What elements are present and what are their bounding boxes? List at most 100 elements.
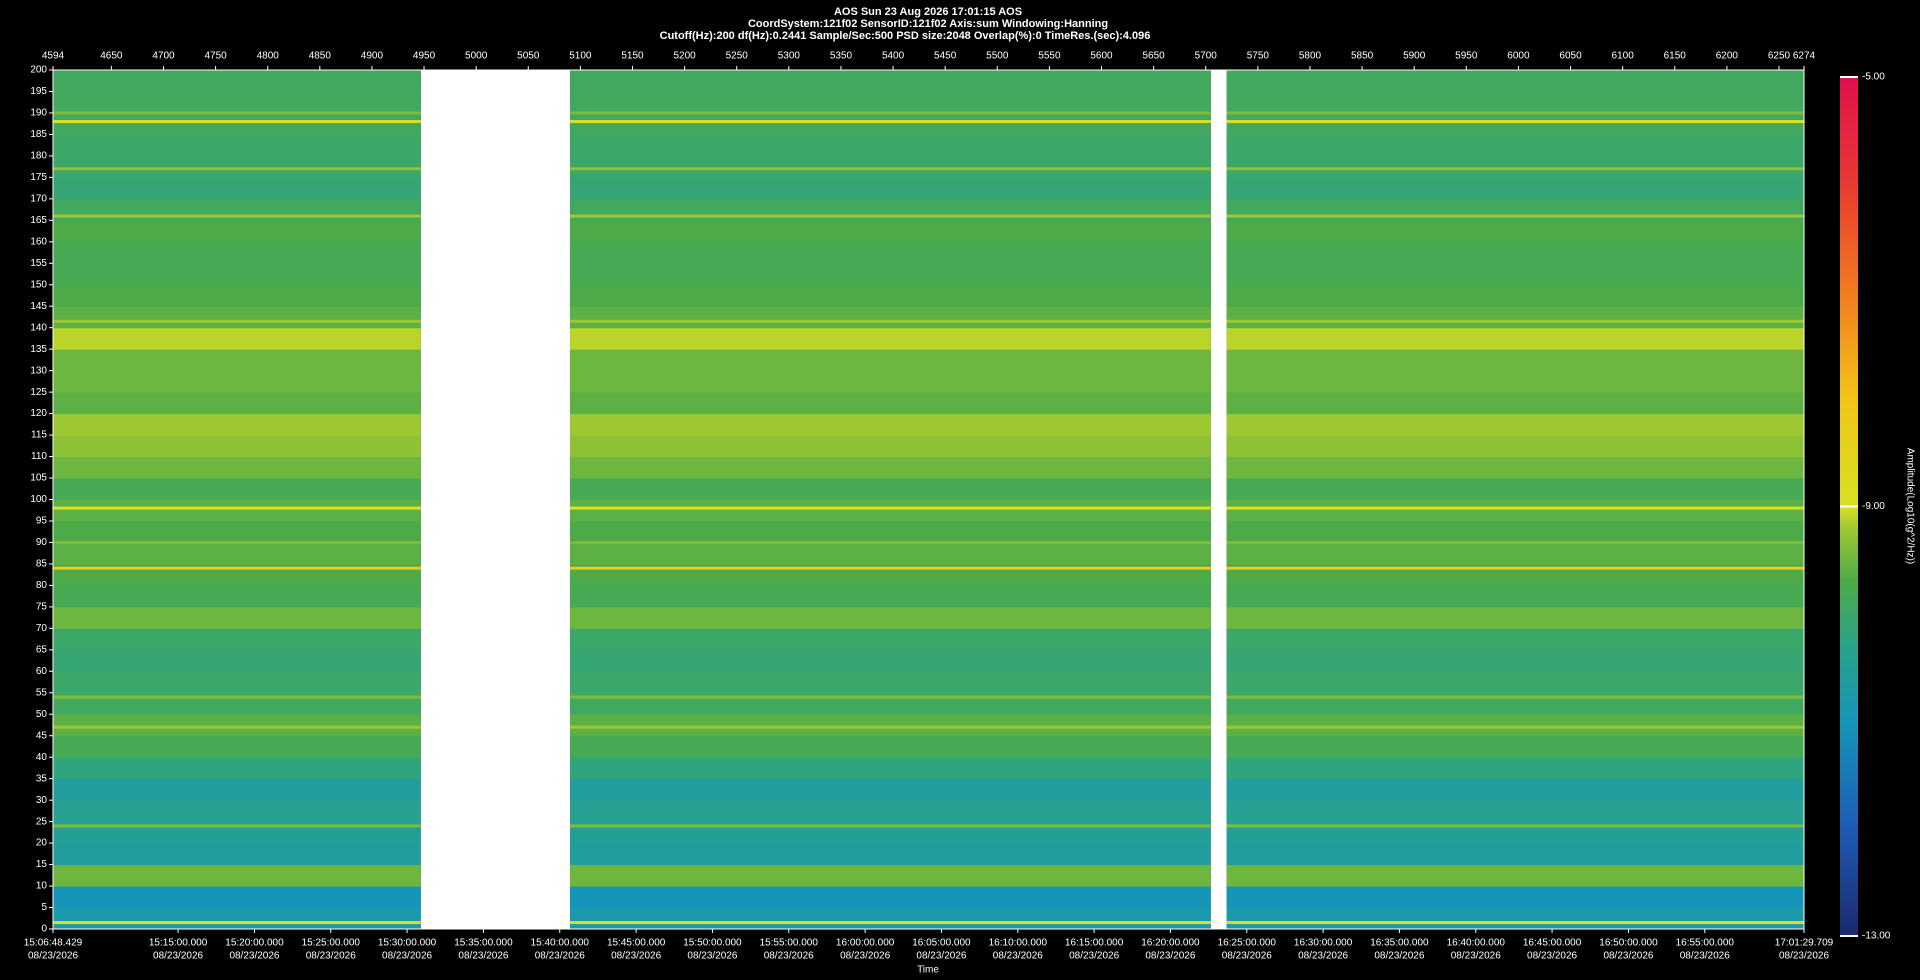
spectrum-cell: [569, 220, 1211, 243]
x-tick-date: 08/23/2026: [611, 951, 661, 962]
spectrum-cell: [1226, 112, 1804, 135]
spectrum-cell: [1226, 349, 1804, 372]
x2-tick-label: 5300: [778, 51, 801, 62]
x-tick-date: 08/23/2026: [840, 951, 890, 962]
x2-tick-label: 5950: [1455, 51, 1478, 62]
tone-line: [569, 214, 1211, 218]
spectrum-cell: [53, 843, 421, 866]
chart-subtitle: CoordSystem:121f02 SensorID:121f02 Axis:…: [748, 18, 1108, 30]
tone-line: [1226, 824, 1804, 828]
y-tick-label: 170: [30, 193, 47, 204]
x-tick-label: 16:05:00.000: [912, 938, 971, 949]
spectrum-cell: [1226, 392, 1804, 415]
y-tick-label: 50: [36, 709, 48, 720]
y-tick-label: 65: [36, 644, 48, 655]
y-tick-label: 5: [41, 902, 47, 913]
x-tick-label: 15:30:00.000: [378, 938, 437, 949]
spectrum-cell: [53, 370, 421, 393]
tone-line: [1226, 111, 1804, 115]
x2-tick-label: 6200: [1716, 51, 1739, 62]
x-tick-label: 16:00:00.000: [836, 938, 895, 949]
spectrum-cell: [53, 241, 421, 264]
spectrum-cell: [569, 606, 1211, 629]
x2-tick-label: 6150: [1664, 51, 1687, 62]
spectrum-cell: [569, 263, 1211, 286]
spectrum-cell: [53, 886, 421, 909]
x2-tick-label: 5050: [517, 51, 540, 62]
tone-line: [53, 120, 421, 124]
x-tick-date: 08/23/2026: [1451, 951, 1501, 962]
spectrum-cell: [569, 456, 1211, 479]
x-tick-date: 08/23/2026: [153, 951, 203, 962]
spectrum-cell: [53, 327, 421, 350]
x-tick-date: 08/23/2026: [1603, 951, 1653, 962]
x2-tick-label: 5450: [934, 51, 957, 62]
spectrum-cell: [1226, 864, 1804, 887]
chart-title: AOS Sun 23 Aug 2026 17:01:15 AOS: [834, 6, 1022, 18]
spectrum-cell: [569, 435, 1211, 458]
spectrum-cell: [53, 671, 421, 694]
tone-line: [53, 824, 421, 828]
y-tick-label: 70: [36, 623, 48, 634]
tone-line: [1226, 540, 1804, 544]
x2-tick-label: 5700: [1195, 51, 1218, 62]
y-tick-label: 160: [30, 236, 47, 247]
x-tick-date: 08/23/2026: [1779, 951, 1829, 962]
x-tick-label: 16:35:00.000: [1370, 938, 1429, 949]
tone-line: [53, 921, 421, 925]
spectrum-cell: [569, 585, 1211, 608]
tone-line: [569, 566, 1211, 570]
y-tick-label: 85: [36, 559, 48, 570]
tone-line: [1226, 725, 1804, 729]
spectrum-cell: [569, 542, 1211, 565]
spectrum-cell: [53, 800, 421, 823]
x-tick-date: 08/23/2026: [1374, 951, 1424, 962]
x2-tick-label: 4800: [257, 51, 280, 62]
x2-tick-label: 5100: [569, 51, 592, 62]
spectrum-cell: [1226, 70, 1804, 92]
y-tick-label: 140: [30, 322, 47, 333]
spectrum-cell: [1226, 370, 1804, 393]
spectrum-cell: [569, 155, 1211, 178]
spectrum-cell: [1226, 413, 1804, 436]
spectrum-cell: [1226, 843, 1804, 866]
spectrum-cell: [53, 91, 421, 114]
y-tick-label: 130: [30, 365, 47, 376]
spectrum-cell: [569, 284, 1211, 307]
spectrum-cell: [53, 456, 421, 479]
spectrum-cell: [569, 800, 1211, 823]
tone-line: [569, 725, 1211, 729]
x-tick-date: 08/23/2026: [993, 951, 1043, 962]
y-tick-label: 25: [36, 816, 48, 827]
y-tick-label: 110: [31, 451, 47, 462]
y-tick-label: 135: [30, 344, 47, 355]
colorbar-tick-label: -9.00: [1862, 501, 1885, 512]
y-tick-label: 125: [30, 387, 47, 398]
spectrum-cell: [53, 134, 421, 157]
spectrum-cell: [569, 370, 1211, 393]
x-tick-label: 17:01:29.709: [1775, 938, 1834, 949]
x-tick-label: 16:20:00.000: [1141, 938, 1200, 949]
spectrum-cell: [1226, 134, 1804, 157]
spectrum-cell: [53, 284, 421, 307]
x-tick-label: 16:55:00.000: [1676, 938, 1735, 949]
tone-line: [1226, 214, 1804, 218]
x-tick-date: 08/23/2026: [229, 951, 279, 962]
y-tick-label: 10: [36, 881, 48, 892]
spectrum-cell: [1226, 456, 1804, 479]
spectrum-cell: [1226, 263, 1804, 286]
colorbar-label: Amplitude(Log10(g^2/Hz)): [1904, 448, 1915, 564]
spectrum-cell: [1226, 435, 1804, 458]
tone-line: [569, 120, 1211, 124]
x-tick-date: 08/23/2026: [1527, 951, 1577, 962]
spectrum-cell: [1226, 306, 1804, 329]
no-data-gap: [1210, 70, 1227, 929]
x2-tick-label: 5550: [1038, 51, 1061, 62]
spectrum-cell: [53, 177, 421, 200]
spectrum-cell: [53, 155, 421, 178]
x2-tick-label: 4900: [361, 51, 384, 62]
x2-tick-label: 4650: [100, 51, 123, 62]
spectrum-cell: [53, 306, 421, 329]
tone-line: [1226, 566, 1804, 570]
x-tick-label: 15:40:00.000: [531, 938, 590, 949]
